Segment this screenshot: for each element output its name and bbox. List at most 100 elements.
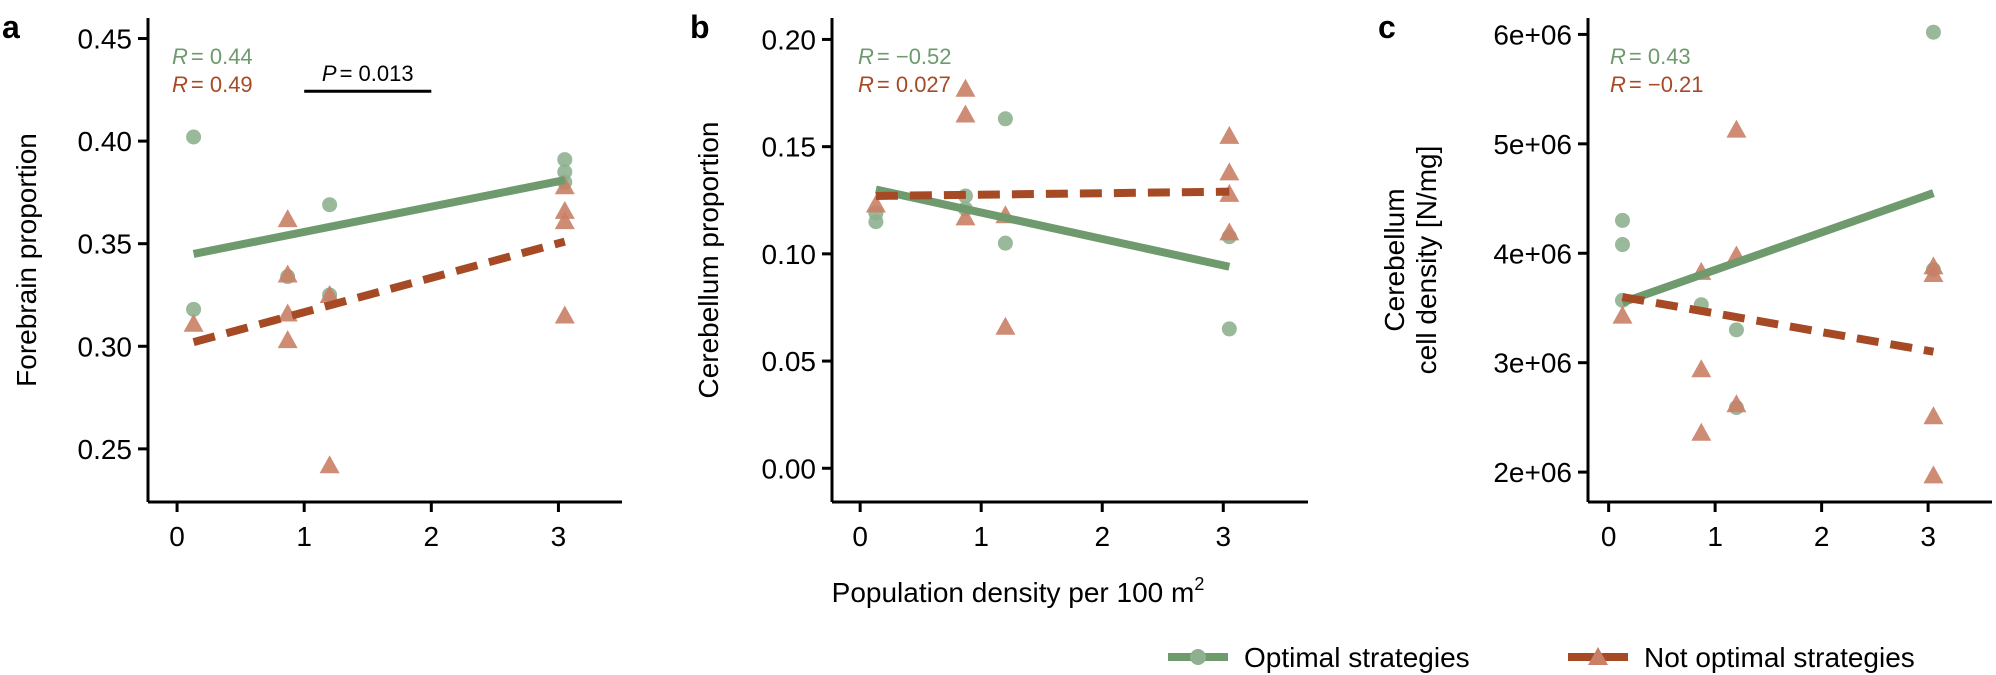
stat-symbol: R xyxy=(1610,44,1626,69)
point-optimal xyxy=(557,164,573,180)
pvalue-value: = 0.013 xyxy=(340,61,414,86)
legend-label-optimal: Optimal strategies xyxy=(1244,642,1470,673)
fit-line-optimal xyxy=(192,176,566,258)
y-axis-title-line: cell density [N/mg] xyxy=(1411,146,1442,375)
stat-optimal: R = 0.44 xyxy=(172,44,253,69)
y-axis-title-line: Forebrain proportion xyxy=(11,133,42,387)
point-not_optimal xyxy=(277,330,298,349)
point-not_optimal xyxy=(1726,119,1747,138)
stat-optimal: R = −0.52 xyxy=(858,44,952,69)
fit-line-not_optimal xyxy=(1621,293,1935,356)
x-tick-label: 2 xyxy=(424,521,440,552)
point-optimal xyxy=(868,214,884,230)
point-not_optimal xyxy=(865,194,886,213)
point-not_optimal xyxy=(1923,465,1944,484)
point-optimal xyxy=(322,197,338,213)
x-axis-title: Population density per 100 m2 xyxy=(832,574,1205,608)
y-tick-label: 0.25 xyxy=(78,434,133,465)
y-tick-label: 0.15 xyxy=(762,132,817,163)
point-optimal xyxy=(557,152,573,168)
stat-not_optimal: R = 0.49 xyxy=(172,72,253,97)
point-not_optimal xyxy=(955,78,976,97)
point-not_optimal xyxy=(1691,422,1712,441)
legend-marker-optimal xyxy=(1190,649,1206,665)
point-not_optimal xyxy=(1612,305,1633,324)
panel-b: b 0.00 0.05 0.10 0.15 0.20 0 1 2 3 Cerebellum prop… xyxy=(690,9,1308,552)
point-not_optimal xyxy=(319,455,340,474)
pvalue-label: P = 0.013 xyxy=(322,61,414,86)
point-optimal xyxy=(997,111,1013,127)
point-not_optimal xyxy=(955,207,976,226)
stat-value: = 0.44 xyxy=(191,44,253,69)
stat-value: = 0.43 xyxy=(1629,44,1691,69)
y-tick-label: 0.45 xyxy=(78,24,133,55)
y-tick-label: 0.05 xyxy=(762,346,817,377)
point-not_optimal xyxy=(277,264,298,283)
point-optimal xyxy=(997,235,1013,251)
point-not_optimal xyxy=(554,200,575,219)
x-tick-label: 1 xyxy=(1707,521,1723,552)
y-tick-label: 2e+06 xyxy=(1493,457,1572,488)
y-tick-label: 3e+06 xyxy=(1493,348,1572,379)
fit-line-optimal xyxy=(1621,189,1935,307)
y-tick-label: 0.30 xyxy=(78,331,133,362)
point-not_optimal xyxy=(1726,394,1747,413)
y-tick-label: 0.10 xyxy=(762,239,817,270)
x-tick-label: 2 xyxy=(1094,521,1110,552)
legend: Optimal strategies Not optimal strategie… xyxy=(1168,642,1915,673)
point-not_optimal xyxy=(1219,125,1240,144)
stat-symbol: R xyxy=(1610,72,1626,97)
y-axis-title: Cerebellum proportion xyxy=(693,121,724,398)
y-tick-label: 0.00 xyxy=(762,453,817,484)
y-tick-label: 0.20 xyxy=(762,24,817,55)
panel-c: c 2e+06 3e+06 4e+06 5e+06 6e+06 0 1 2 3 Cerebellum… xyxy=(1378,9,1992,552)
y-tick-label: 5e+06 xyxy=(1493,129,1572,160)
legend-label-not-optimal: Not optimal strategies xyxy=(1644,642,1915,673)
panels: a 0.25 0.30 0.35 0.40 0.45 0 1 2 3 Forebrain propo… xyxy=(2,9,1992,552)
point-not_optimal xyxy=(319,284,340,303)
point-optimal xyxy=(186,301,202,317)
y-tick-label: 0.40 xyxy=(78,126,133,157)
stat-optimal: R = 0.43 xyxy=(1610,44,1691,69)
point-not_optimal xyxy=(1691,359,1712,378)
point-not_optimal xyxy=(1923,406,1944,425)
panel-label: c xyxy=(1378,9,1396,45)
point-not_optimal xyxy=(554,176,575,195)
y-tick-label: 6e+06 xyxy=(1493,19,1572,50)
point-not_optimal xyxy=(554,305,575,324)
point-optimal xyxy=(1614,212,1630,228)
x-tick-label: 0 xyxy=(1601,521,1617,552)
stat-symbol: R xyxy=(172,44,188,69)
stat-symbol: R xyxy=(858,44,874,69)
point-not_optimal xyxy=(1219,162,1240,181)
legend-item-optimal: Optimal strategies xyxy=(1168,642,1470,673)
point-optimal xyxy=(186,129,202,145)
point-optimal xyxy=(1221,321,1237,337)
fit-line-optimal xyxy=(875,185,1231,271)
point-optimal xyxy=(1925,24,1941,40)
stat-value: = 0.49 xyxy=(191,72,253,97)
stat-symbol: R xyxy=(172,72,188,97)
y-axis-title-line: Cerebellum xyxy=(1379,188,1410,331)
point-not_optimal xyxy=(995,316,1016,335)
point-not_optimal xyxy=(554,211,575,230)
stat-value: = 0.027 xyxy=(877,72,951,97)
point-not_optimal xyxy=(183,313,204,332)
point-not_optimal xyxy=(277,209,298,228)
x-tick-label: 0 xyxy=(169,521,185,552)
y-axis-title-line: Cerebellum proportion xyxy=(693,121,724,398)
stat-value: = −0.52 xyxy=(877,44,952,69)
point-optimal xyxy=(1614,237,1630,253)
stat-value: = −0.21 xyxy=(1629,72,1704,97)
point-not_optimal xyxy=(955,104,976,123)
pvalue-symbol: P xyxy=(322,61,337,86)
x-tick-label: 3 xyxy=(1920,521,1936,552)
y-tick-label: 0.35 xyxy=(78,229,133,260)
x-tick-label: 3 xyxy=(551,521,567,552)
stat-not_optimal: R = 0.027 xyxy=(858,72,951,97)
y-axis-title: Forebrain proportion xyxy=(11,133,42,387)
point-not_optimal xyxy=(1219,222,1240,241)
x-axis-title-main: Population density per 100 m xyxy=(832,577,1195,608)
panel-label: a xyxy=(2,9,20,45)
